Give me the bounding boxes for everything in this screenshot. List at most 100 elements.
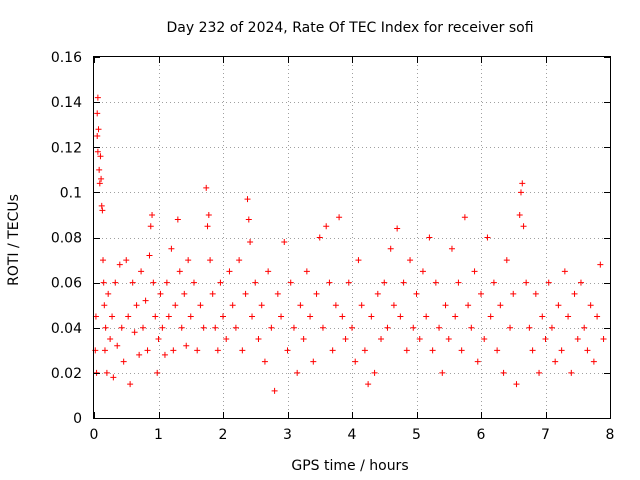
data-point — [165, 313, 172, 320]
data-point — [101, 302, 108, 309]
data-point — [339, 313, 346, 320]
data-point — [561, 268, 568, 275]
data-point — [204, 223, 211, 230]
data-point — [574, 336, 581, 343]
data-point — [232, 324, 239, 331]
data-point — [181, 290, 188, 297]
data-point — [365, 381, 372, 388]
data-point — [159, 324, 166, 331]
data-point — [597, 261, 604, 268]
data-point — [442, 302, 449, 309]
data-point — [361, 347, 368, 354]
data-point — [245, 216, 252, 223]
y-tick-label: 0.14 — [51, 95, 82, 111]
data-point — [307, 313, 314, 320]
y-tick-label: 0.04 — [51, 321, 82, 337]
data-point — [416, 336, 423, 343]
data-point — [161, 351, 168, 358]
data-point — [336, 214, 343, 221]
data-point — [98, 202, 105, 209]
data-point — [190, 279, 197, 286]
data-point — [150, 279, 157, 286]
data-point — [183, 342, 190, 349]
data-point — [101, 347, 108, 354]
data-point — [371, 369, 378, 376]
data-point — [381, 279, 388, 286]
data-point — [247, 239, 254, 246]
data-point — [265, 268, 272, 275]
data-point — [140, 324, 147, 331]
data-point — [397, 313, 404, 320]
data-point — [155, 336, 162, 343]
data-point — [349, 324, 355, 331]
data-point — [384, 324, 391, 331]
data-point — [403, 347, 410, 354]
data-point — [368, 313, 375, 320]
data-point — [144, 347, 151, 354]
data-point — [274, 290, 281, 297]
data-point — [136, 351, 143, 358]
data-point — [187, 313, 194, 320]
data-point — [93, 369, 100, 376]
data-point — [152, 313, 159, 320]
data-point — [163, 279, 170, 286]
data-point — [303, 268, 310, 275]
data-point — [326, 279, 333, 286]
data-point — [452, 313, 459, 320]
data-point — [600, 336, 607, 343]
data-point — [114, 342, 121, 349]
data-point — [278, 313, 285, 320]
data-point — [223, 336, 230, 343]
data-point — [271, 387, 278, 394]
data-point — [217, 279, 224, 286]
x-axis-label: GPS time / hours — [291, 458, 408, 474]
data-point — [94, 94, 101, 101]
data-point — [300, 336, 307, 343]
data-point — [127, 381, 134, 388]
data-point — [220, 313, 226, 320]
data-point — [532, 290, 539, 297]
x-tick-label: 4 — [348, 427, 357, 443]
data-point — [445, 336, 452, 343]
data-point — [448, 245, 455, 252]
data-point — [429, 347, 436, 354]
x-tick-label: 0 — [90, 427, 99, 443]
plot-frame — [93, 56, 611, 419]
x-tick-label: 1 — [154, 427, 163, 443]
data-point — [471, 268, 478, 275]
data-point — [116, 261, 123, 268]
data-point — [252, 279, 259, 286]
data-point — [426, 234, 433, 241]
data-point — [432, 279, 439, 286]
data-point — [513, 381, 520, 388]
data-point — [526, 324, 533, 331]
data-point — [94, 110, 101, 117]
data-point — [523, 279, 530, 286]
data-point — [461, 214, 468, 221]
data-point — [112, 279, 119, 286]
data-point — [249, 313, 256, 320]
data-point — [207, 257, 214, 264]
data-point — [107, 336, 114, 343]
data-point — [332, 302, 339, 309]
data-point — [500, 369, 507, 376]
x-tick-label: 2 — [219, 427, 228, 443]
data-point — [174, 216, 181, 223]
data-point — [197, 302, 204, 309]
data-point — [378, 336, 385, 343]
data-point — [568, 369, 575, 376]
data-point — [407, 257, 414, 264]
data-point — [149, 211, 156, 218]
data-point — [255, 336, 262, 343]
y-tick-label: 0.06 — [51, 276, 82, 292]
data-point — [345, 279, 352, 286]
data-point — [133, 302, 140, 309]
data-point — [587, 302, 594, 309]
data-point — [154, 369, 161, 376]
x-tick-label: 8 — [606, 427, 615, 443]
y-tick-label: 0.16 — [51, 50, 82, 66]
y-tick-label: 0 — [73, 411, 82, 427]
data-point — [97, 153, 104, 160]
y-tick-label: 0.08 — [51, 231, 82, 247]
